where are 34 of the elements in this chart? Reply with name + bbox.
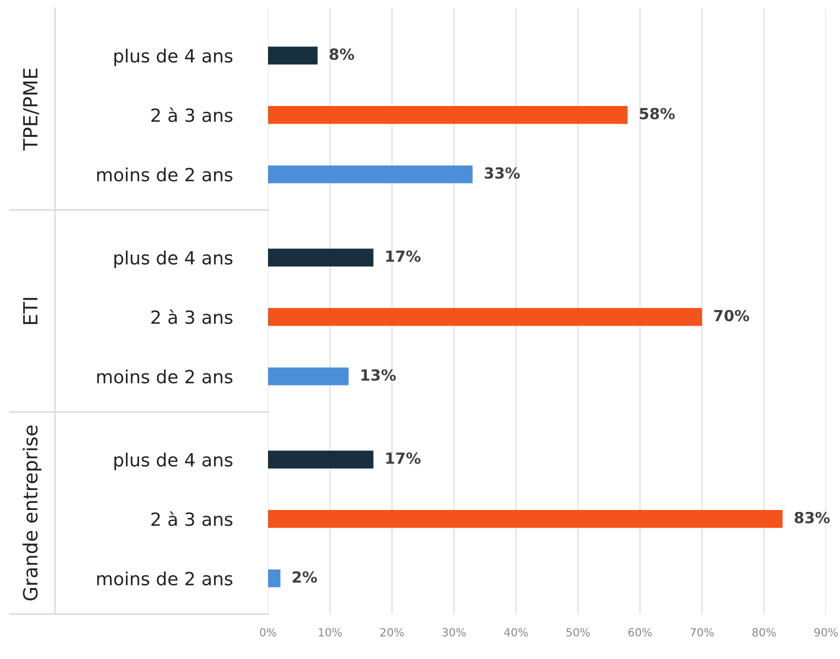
data-label: 17% xyxy=(386,452,421,464)
data-label: 13% xyxy=(361,369,396,381)
y-tick-label: plus de 4 ans xyxy=(114,48,232,66)
x-tick-label: 40% xyxy=(504,628,528,636)
y-tick-label: moins de 2 ans xyxy=(97,167,232,182)
x-tick-label: 80% xyxy=(752,628,776,636)
data-label: 70% xyxy=(714,310,750,322)
text: TPE/PME xyxy=(23,68,40,151)
bar xyxy=(268,569,280,588)
y-tick-label: 2 à 3 ans xyxy=(151,309,232,324)
data-label: 33% xyxy=(484,167,520,179)
y-tick-label: 2 à 3 ans xyxy=(151,107,232,122)
data-label: 8% xyxy=(330,48,354,60)
y-tick-label: moins de 2 ans xyxy=(97,369,232,384)
bar xyxy=(268,450,374,468)
x-tick-label: 60% xyxy=(628,628,652,636)
x-tick-label: 70% xyxy=(690,628,714,636)
y-tick-label: moins de 2 ans xyxy=(97,571,232,586)
bar xyxy=(268,510,783,528)
x-tick-label: 0% xyxy=(260,628,276,636)
data-label: 58% xyxy=(640,108,675,120)
data-label: 83% xyxy=(794,512,830,524)
x-tick-label: 20% xyxy=(380,628,404,636)
data-label: 17% xyxy=(386,250,421,262)
y-tick-label: 2 à 3 ans xyxy=(151,511,232,526)
text: ETI xyxy=(23,298,38,324)
y-tick-label: plus de 4 ans xyxy=(114,452,232,470)
x-tick-label: 30% xyxy=(442,628,466,636)
y-tick-label: plus de 4 ans xyxy=(114,250,232,268)
x-tick-label: 50% xyxy=(566,628,590,636)
x-tick-label: 10% xyxy=(318,628,342,636)
text: Grande entreprise xyxy=(22,426,42,600)
x-tick-label: 90% xyxy=(814,628,838,636)
data-label: 2% xyxy=(292,571,317,583)
